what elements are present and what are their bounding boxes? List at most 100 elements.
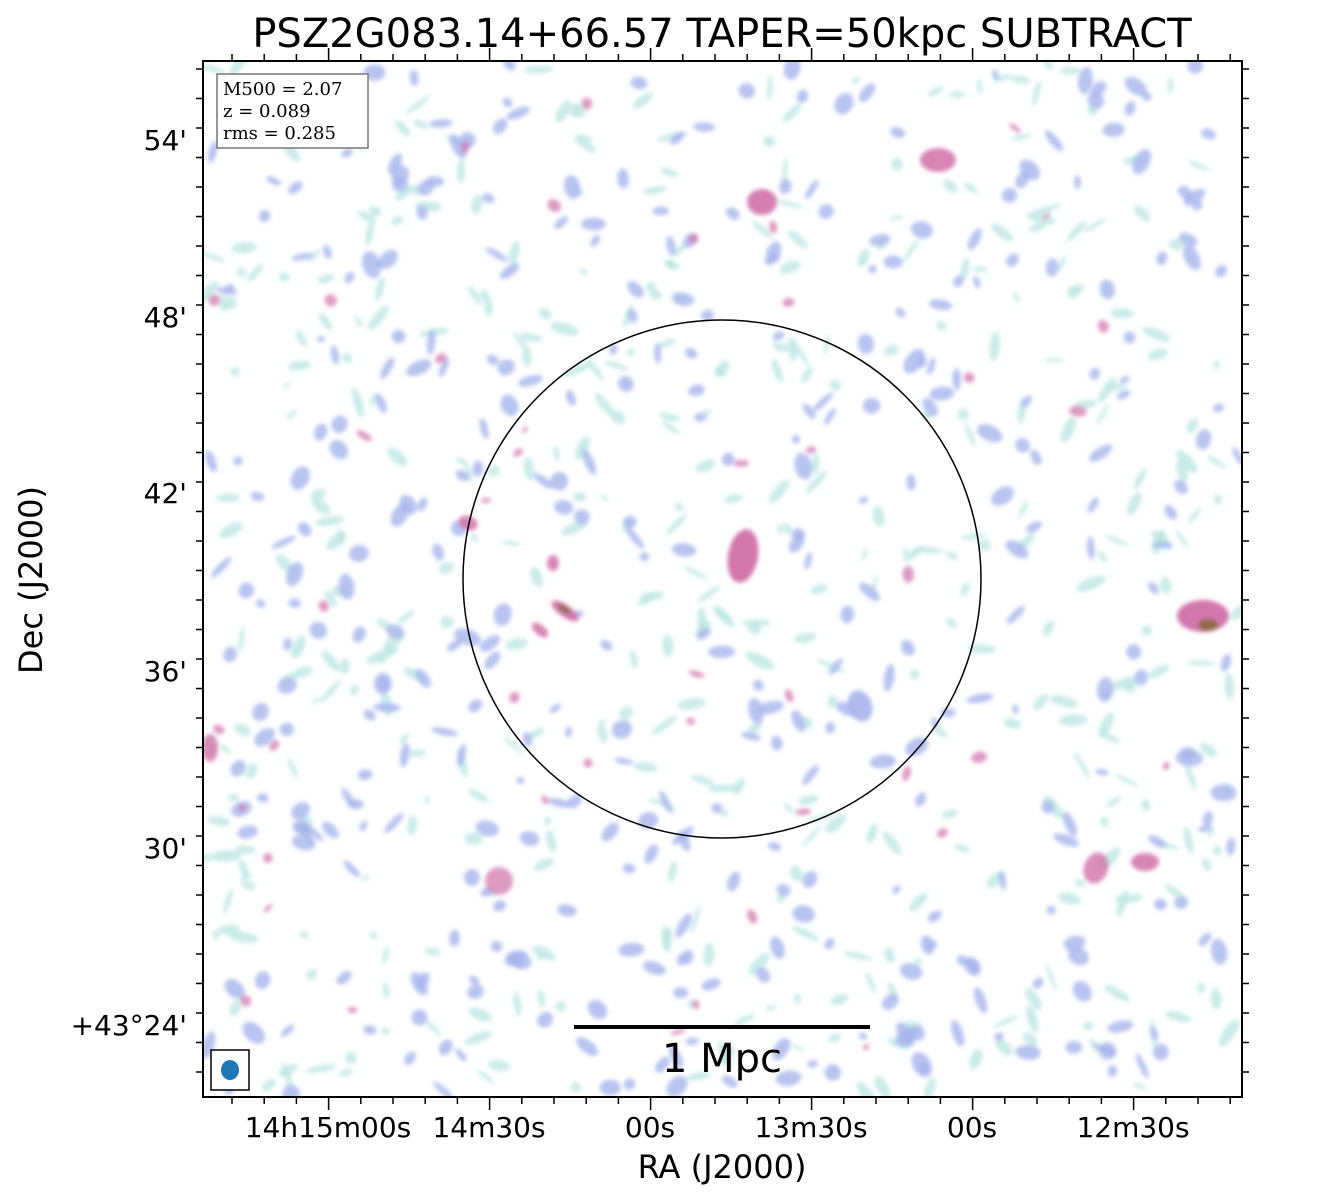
emission-blob (1097, 550, 1108, 563)
emission-blob (382, 946, 389, 965)
emission-blob (1196, 982, 1206, 994)
emission-blob (1031, 203, 1062, 215)
emission-blob (686, 1071, 711, 1081)
emission-blob (936, 321, 947, 331)
emission-blob (791, 1044, 805, 1051)
emission-blob (374, 277, 385, 302)
emission-blob (627, 281, 645, 298)
x-tick-label: 14m30s (432, 1111, 545, 1144)
y-tick-label: 48' (144, 301, 187, 334)
emission-blob (484, 300, 493, 317)
emission-blob (530, 566, 544, 588)
emission-blob (989, 331, 1000, 362)
emission-blob (399, 494, 418, 515)
emission-blob (1049, 695, 1079, 708)
emission-blob (291, 801, 310, 820)
emission-blob (630, 76, 648, 90)
emission-blob (1100, 817, 1109, 828)
emission-blob (236, 268, 246, 277)
emission-blob (344, 271, 355, 284)
emission-blob (1030, 449, 1042, 466)
emission-blob (1195, 429, 1212, 450)
emission-blob (644, 844, 659, 864)
emission-blob (666, 513, 687, 535)
emission-blob (701, 978, 721, 991)
emission-blob (574, 436, 591, 460)
emission-blob (883, 255, 903, 269)
emission-blob (718, 1041, 733, 1069)
emission-blob (269, 740, 280, 751)
emission-blob (203, 64, 226, 74)
emission-blob (508, 241, 520, 266)
emission-blob (1032, 977, 1044, 989)
emission-blob (1021, 395, 1032, 408)
emission-blob (484, 651, 501, 670)
emission-blob (636, 596, 655, 606)
emission-blob (463, 869, 480, 887)
emission-blob (772, 1038, 791, 1061)
emission-blob (1183, 245, 1201, 271)
emission-blob (456, 743, 467, 768)
emission-blob (963, 182, 978, 194)
emission-blob (675, 913, 692, 938)
emission-blob (902, 765, 911, 782)
emission-blob (865, 971, 876, 994)
emission-blob (1076, 575, 1106, 592)
emission-blob (362, 251, 381, 279)
emission-blob (600, 494, 608, 502)
emission-blob (804, 179, 819, 199)
emission-blob (523, 65, 554, 74)
emission-blob (696, 628, 711, 640)
emission-blob (1089, 368, 1100, 380)
emission-blob (509, 958, 524, 969)
emission-blob (957, 954, 967, 966)
emission-blob (237, 825, 258, 839)
emission-blob (1114, 773, 1139, 787)
emission-blob (1185, 762, 1197, 791)
emission-blob (416, 205, 428, 220)
emission-blob (203, 251, 226, 263)
emission-blob (363, 1025, 377, 1035)
emission-blob (468, 285, 481, 305)
emission-blob (1044, 358, 1064, 363)
emission-blob (1150, 1026, 1159, 1041)
emission-blob (357, 769, 373, 781)
emission-blob (1197, 825, 1213, 833)
emission-blob (286, 561, 304, 587)
emission-blob (363, 64, 386, 81)
emission-blob (745, 652, 775, 670)
emission-blob (497, 359, 515, 376)
emission-blob (924, 1077, 936, 1097)
emission-blob (416, 972, 430, 990)
emission-blob (714, 366, 724, 377)
emission-blob (688, 670, 705, 678)
emission-blob (1218, 1019, 1240, 1047)
emission-blob (522, 348, 532, 367)
emission-blob (1106, 796, 1122, 808)
emission-blob (387, 447, 408, 467)
emission-blob (1082, 1021, 1094, 1031)
emission-blob (791, 435, 801, 444)
emission-blob (543, 816, 551, 826)
emission-blob (825, 814, 846, 834)
emission-blob (951, 1020, 965, 1047)
emission-blob (646, 281, 656, 294)
emission-blob (789, 866, 803, 882)
emission-blob (629, 649, 638, 669)
scale-bar: 1 Mpc (574, 1025, 870, 1082)
emission-blob (795, 808, 812, 816)
emission-blob (946, 617, 958, 629)
emission-blob (305, 1064, 336, 1074)
emission-blob (1073, 175, 1082, 189)
emission-blob (913, 957, 923, 965)
emission-blob (966, 693, 994, 704)
emission-blob (741, 619, 771, 627)
emission-blob (384, 812, 404, 834)
emission-blob (1187, 507, 1201, 524)
emission-blob (1083, 218, 1107, 232)
emission-blob (207, 816, 231, 827)
emission-blob (438, 1039, 453, 1056)
emission-blob (330, 345, 340, 365)
emission-blob (1110, 676, 1139, 690)
